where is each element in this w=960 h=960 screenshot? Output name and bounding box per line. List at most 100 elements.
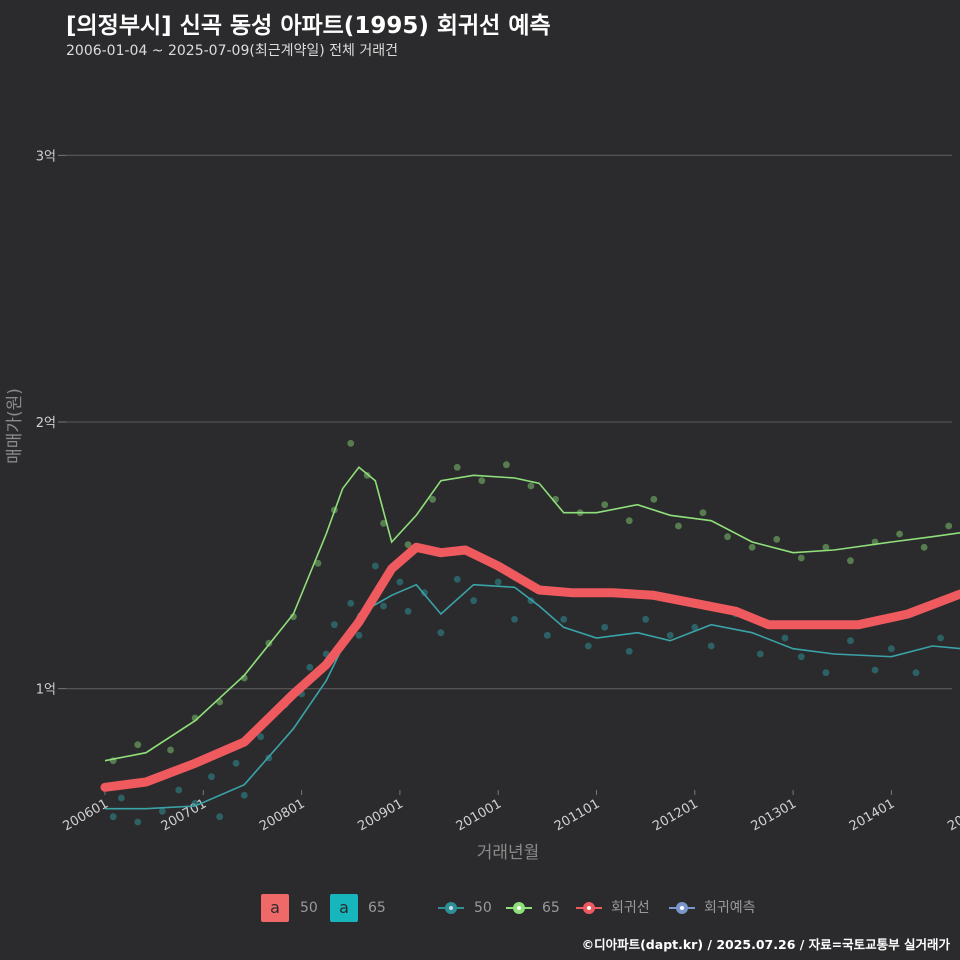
scatter-point-50 — [756, 650, 764, 658]
scatter-point-50 — [707, 642, 715, 650]
scatter-point-50 — [584, 642, 592, 650]
scatter-point-50 — [625, 647, 633, 655]
scatter-point-65 — [724, 533, 731, 541]
scatter-point-65 — [601, 501, 609, 509]
y-tick-label: 2억 — [36, 416, 56, 431]
y-tick-label: 3억 — [36, 149, 56, 164]
scatter-point-50 — [470, 597, 478, 605]
x-tick-label: 201301 — [749, 796, 799, 834]
scatter-point-65 — [822, 543, 830, 551]
scatter-point-50 — [781, 634, 789, 642]
scatter-point-65 — [625, 517, 633, 525]
scatter-point-50 — [822, 669, 830, 677]
scatter-point-50 — [437, 629, 445, 637]
legend-regression-icon — [576, 902, 602, 914]
legend-forecast-label: 회귀예측 — [704, 900, 756, 916]
scatter-point-50 — [601, 623, 609, 631]
scatter-point-65 — [502, 461, 510, 469]
scatter-point-50 — [306, 663, 314, 671]
scatter-point-65 — [404, 541, 412, 549]
scatter-point-50 — [666, 631, 674, 639]
legend-line-50-icon — [438, 902, 464, 914]
scatter-point-50 — [494, 578, 502, 586]
scatter-point-65 — [797, 554, 805, 562]
legend-key-50: a — [261, 894, 289, 922]
scatter-point-50 — [216, 813, 224, 821]
legend-line-label-50: 50 — [474, 900, 492, 916]
moving-average-line-50 — [105, 583, 960, 810]
scatter-point-65 — [134, 741, 142, 749]
scatter-point-65 — [167, 746, 174, 754]
scatter-point-50 — [371, 562, 379, 570]
scatter-point-65 — [847, 557, 854, 565]
legend: a 50 a 65 50 65 회귀선 회귀예측 — [0, 893, 960, 923]
x-tick-label: 201201 — [650, 796, 700, 834]
scatter-point-50 — [117, 794, 125, 802]
scatter-point-65 — [773, 535, 781, 543]
legend-key-65: a — [330, 894, 358, 922]
x-tick-label: 200601 — [61, 796, 111, 834]
scatter-point-50 — [208, 773, 215, 781]
scatter-point-65 — [896, 530, 903, 538]
legend-line-65-icon — [506, 902, 532, 914]
scatter-point-65 — [429, 495, 437, 503]
scatter-point-65 — [699, 509, 707, 517]
scatter-point-50 — [232, 759, 240, 767]
scatter-point-50 — [642, 615, 650, 623]
legend-regression-label: 회귀선 — [611, 900, 650, 916]
scatter-point-50 — [347, 599, 355, 607]
x-tick-label: 201101 — [552, 796, 602, 834]
x-axis-title: 거래년월 — [477, 843, 540, 863]
scatter-point-50 — [134, 818, 142, 826]
legend-label-50: 50 — [300, 900, 318, 916]
x-tick-label: 200801 — [257, 796, 307, 834]
scatter-point-65 — [920, 543, 928, 551]
scatter-point-50 — [240, 791, 248, 799]
scatter-point-50 — [404, 607, 412, 615]
scatter-point-50 — [109, 813, 117, 821]
legend-line-label-65: 65 — [542, 900, 560, 916]
scatter-point-50 — [257, 733, 265, 741]
scatter-point-65 — [380, 519, 387, 527]
scatter-point-65 — [945, 522, 953, 530]
x-tick-label: 201001 — [454, 796, 504, 834]
moving-average-line-65 — [104, 466, 960, 762]
scatter-point-50 — [871, 666, 879, 674]
legend-label-65: 65 — [368, 900, 386, 916]
scatter-point-50 — [396, 578, 404, 586]
scatter-point-50 — [691, 623, 699, 631]
scatter-point-50 — [175, 786, 183, 794]
scatter-point-65 — [675, 522, 682, 530]
scatter-point-50 — [888, 645, 895, 653]
scatter-point-65 — [478, 477, 486, 485]
scatter-point-50 — [937, 634, 944, 642]
x-tick-label: 200901 — [355, 796, 405, 834]
scatter-point-50 — [560, 615, 568, 623]
chart-subtitle: 2006-01-04 ~ 2025-07-09(최근계약일) 전체 거래건 — [66, 43, 398, 59]
scatter-point-50 — [380, 602, 387, 610]
x-tick-label: 201401 — [847, 796, 897, 834]
scatter-point-50 — [543, 631, 551, 639]
scatter-point-50 — [330, 621, 338, 629]
scatter-point-65 — [314, 559, 322, 567]
scatter-point-65 — [748, 543, 756, 551]
scatter-point-50 — [158, 807, 166, 815]
scatter-point-50 — [912, 669, 920, 677]
y-axis-title: 매매가(원) — [5, 388, 25, 464]
scatter-point-50 — [847, 637, 854, 645]
y-tick-label: 1억 — [36, 683, 56, 698]
x-tick-label: 201501 — [945, 796, 960, 834]
source-caption: ©디아파트(dapt.kr) / 2025.07.26 / 자료=국토교통부 실… — [581, 937, 950, 952]
scatter-point-50 — [421, 589, 428, 597]
scatter-point-50 — [453, 575, 461, 583]
scatter-point-50 — [797, 653, 805, 661]
scatter-point-65 — [453, 463, 461, 471]
chart-title: [의정부시] 신곡 동성 아파트(1995) 회귀선 예측 — [66, 13, 551, 39]
regression-line — [100, 542, 960, 792]
scatter-point-50 — [511, 615, 518, 623]
legend-forecast-icon — [669, 902, 695, 914]
scatter-point-50 — [355, 631, 363, 639]
x-tick-label: 200701 — [159, 796, 209, 834]
scatter-point-65 — [650, 495, 658, 503]
